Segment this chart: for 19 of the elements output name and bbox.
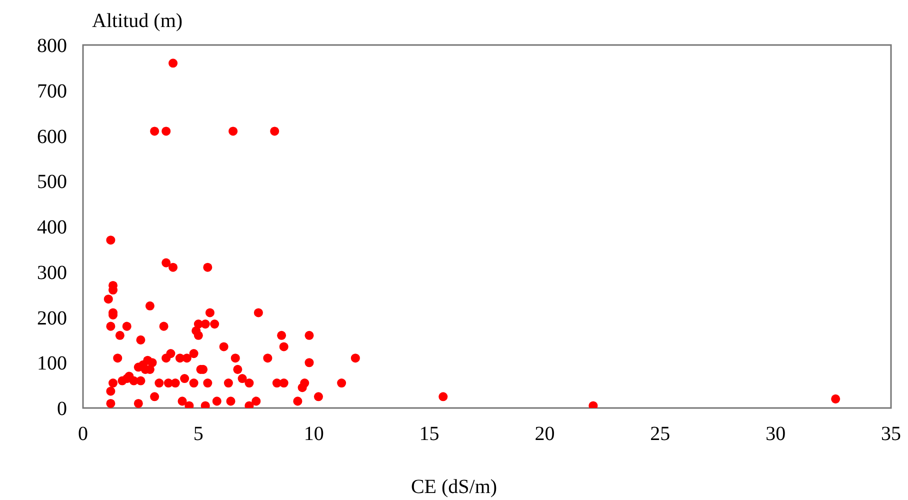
y-tick-label: 800: [37, 35, 67, 58]
y-tick-label: 100: [37, 352, 67, 375]
y-axis-title: Altitud (m): [92, 10, 183, 33]
x-tick-label: 30: [766, 423, 786, 446]
x-tick-label: 20: [534, 423, 555, 446]
x-axis-title: CE (dS/m): [410, 476, 498, 499]
x-tick-label: 0: [78, 423, 88, 446]
x-tick-label: 35: [881, 423, 901, 446]
y-tick-label: 400: [37, 216, 67, 239]
x-tick-label: 15: [419, 423, 440, 446]
y-tick-label: 0: [57, 398, 67, 420]
y-tick-label: 500: [37, 171, 67, 194]
y-tick-label: 300: [37, 262, 67, 284]
y-tick-label: 700: [37, 80, 67, 102]
x-tick-label: 5: [193, 423, 204, 446]
x-tick-label: 25: [650, 423, 670, 446]
y-tick-label: 200: [37, 307, 67, 330]
x-tick-label: 10: [304, 423, 324, 446]
y-tick-label: 600: [37, 126, 67, 148]
